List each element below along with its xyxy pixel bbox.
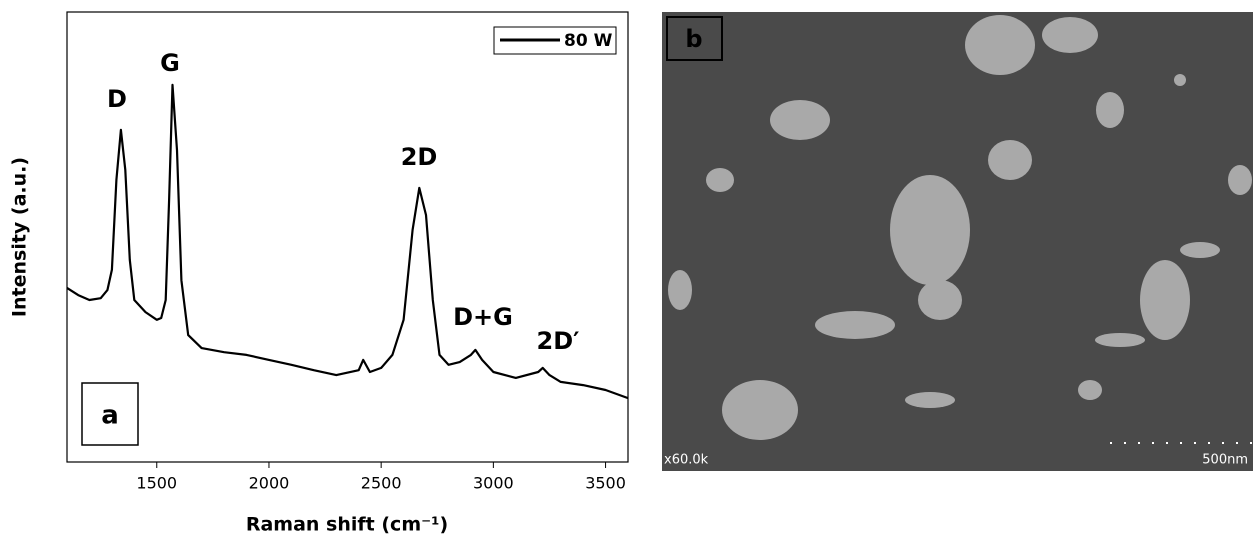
x-tick-label: 3500 [585, 474, 626, 493]
peak-label: D [107, 85, 127, 113]
panel-label-box [81, 382, 139, 446]
scale-bar-label: 500nm [1202, 453, 1248, 468]
y-axis-label: Intensity (a.u.) [9, 157, 31, 317]
spectrum-line [66, 83, 629, 400]
x-tick-label: 3000 [473, 474, 514, 493]
peak-label: G [160, 49, 180, 77]
peak-label: 2D [401, 143, 438, 171]
x-axis-label: Raman shift (cm⁻¹) [246, 514, 448, 536]
raman-plot: 1500 2000 2500 3000 3500 D G 2D D+G 2D′ [66, 49, 629, 493]
magnification: x60.0k [664, 453, 709, 468]
legend-label: 80 W [564, 31, 613, 51]
peak-label: 2D′ [537, 327, 580, 355]
peak-label: D+G [453, 303, 513, 331]
panel-label-box [666, 16, 723, 61]
plot-frame [66, 11, 629, 463]
sem-flakes [668, 15, 1252, 440]
panel-label: a [101, 401, 119, 431]
sem-image: b x60.0k 500nm [662, 12, 1253, 471]
x-tick-label: 2000 [249, 474, 290, 493]
x-tick-label: 1500 [136, 474, 177, 493]
x-tick-label: 2500 [361, 474, 402, 493]
panel-label: b [685, 25, 702, 53]
